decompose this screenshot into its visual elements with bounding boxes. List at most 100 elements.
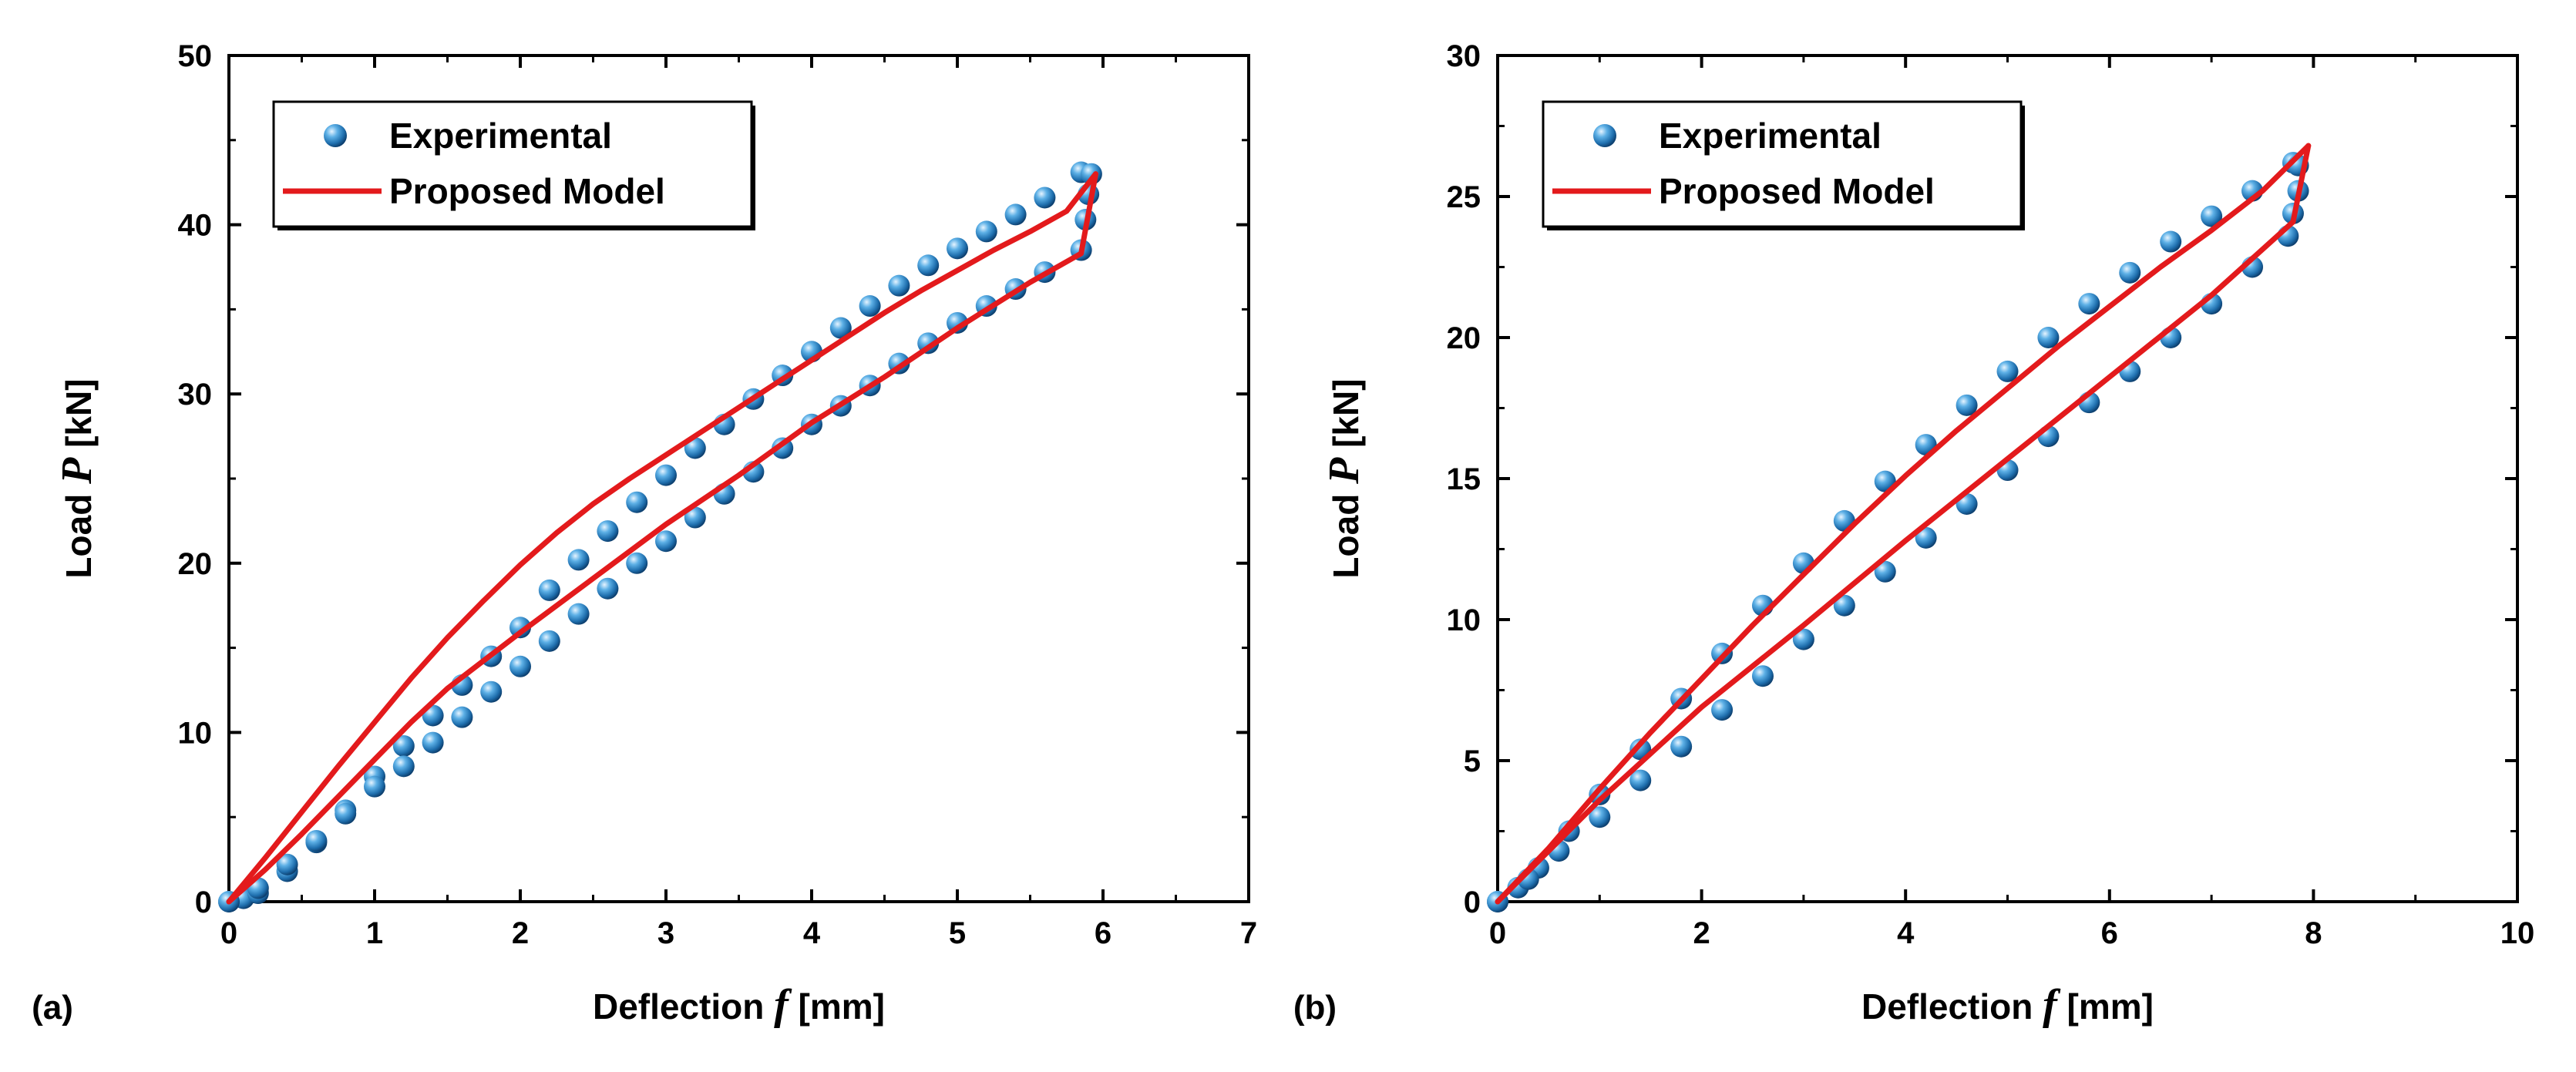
experimental-point-unloading	[509, 655, 531, 677]
experimental-point-loading	[1589, 783, 1611, 805]
legend-marker-experimental	[324, 124, 347, 147]
experimental-point-loading	[947, 237, 968, 260]
y-axis-label: Load P [kN]	[1320, 378, 1368, 578]
legend: Experimental Proposed Model	[272, 100, 755, 230]
experimental-point-unloading	[1833, 594, 1855, 617]
y-tick-label: 30	[178, 378, 213, 412]
legend-marker-experimental	[1593, 124, 1616, 147]
y-tick-label: 0	[195, 885, 212, 919]
experimental-point-unloading	[392, 755, 415, 778]
experimental-point-loading	[2160, 230, 2182, 253]
experimental-point-loading	[1004, 203, 1027, 226]
experimental-point-loading	[829, 317, 852, 339]
experimental-point-loading	[1034, 187, 1056, 209]
experimental-point-unloading	[451, 706, 473, 728]
y-axis-label-text: Load	[59, 484, 99, 579]
chart-panel-b: 0 2 4 6 8 10 0 5 10 15 20 25 30 Deflection f [mm] Load…	[1293, 39, 2534, 1029]
x-axis-label: Deflection f [mm]	[593, 981, 885, 1029]
experimental-point-unloading	[364, 775, 385, 798]
experimental-point-loading	[1996, 360, 2019, 382]
experimental-point-unloading	[1792, 628, 1814, 650]
experimental-point-unloading	[1711, 699, 1734, 721]
y-axis-unit: [kN]	[59, 378, 99, 457]
y-axis-variable: P	[53, 457, 101, 485]
legend-label-experimental: Experimental	[1659, 116, 1882, 156]
x-tick-label: 1	[366, 916, 383, 950]
y-tick-label: 40	[178, 209, 213, 243]
experimental-point-unloading	[305, 829, 328, 852]
x-tick-label: 0	[1489, 916, 1506, 950]
y-tick-label: 20	[1447, 321, 1481, 355]
x-tick-label: 5	[949, 916, 966, 950]
experimental-point-loading	[917, 254, 940, 277]
y-tick-label: 25	[1447, 180, 1481, 214]
chart-panel-a: 0 1 2 3 4 5 6 7 0 10 20 30 40 50 Deflection f [mm] Load…	[32, 39, 1257, 1029]
y-axis-label-text: Load	[1326, 484, 1366, 579]
x-tick-label: 6	[2101, 916, 2118, 950]
experimental-point-loading	[684, 437, 706, 459]
experimental-point-unloading	[335, 802, 357, 825]
experimental-point-loading	[2119, 261, 2141, 284]
y-axis-unit: [kN]	[1326, 378, 1366, 457]
series-group	[1487, 143, 2312, 912]
x-tick-label: 8	[2305, 916, 2322, 950]
y-axis-variable: P	[1320, 457, 1368, 485]
experimental-point-loading	[655, 464, 677, 486]
x-axis-unit: [mm]	[2057, 986, 2154, 1027]
y-tick-label: 10	[1447, 603, 1481, 637]
experimental-point-unloading	[422, 731, 444, 754]
y-tick-label: 10	[178, 716, 213, 750]
experimental-point-loading	[1956, 394, 1978, 416]
experimental-point-loading	[597, 520, 619, 543]
experimental-point-loading	[2078, 293, 2100, 315]
y-tick-label: 20	[178, 547, 213, 581]
x-tick-label: 0	[220, 916, 237, 950]
model-line-unloading	[226, 171, 1098, 905]
experimental-point-unloading	[655, 530, 677, 553]
panel-label: (b)	[1293, 989, 1337, 1027]
experimental-point-unloading	[567, 603, 590, 625]
experimental-point-unloading	[538, 630, 560, 652]
x-tick-label: 7	[1240, 916, 1257, 950]
legend-box	[272, 100, 753, 228]
x-axis-label-text: Deflection	[1861, 986, 2043, 1027]
x-tick-label: 4	[1897, 916, 1915, 950]
model-line-unloading	[1495, 143, 2312, 905]
experimental-point-unloading	[597, 577, 619, 600]
legend-label-model: Proposed Model	[389, 171, 665, 211]
legend-label-model: Proposed Model	[1659, 171, 1935, 211]
panel-label: (a)	[32, 989, 73, 1027]
experimental-point-unloading	[1915, 526, 1937, 549]
experimental-point-unloading	[626, 552, 648, 574]
x-axis-unit: [mm]	[789, 986, 885, 1027]
experimental-point-loading	[538, 579, 560, 601]
x-tick-label: 4	[803, 916, 821, 950]
y-tick-label: 5	[1464, 744, 1481, 778]
legend: Experimental Proposed Model	[1542, 100, 2025, 230]
x-tick-label: 2	[1693, 916, 1710, 950]
experimental-point-loading	[859, 295, 881, 318]
experimental-point-loading	[888, 274, 910, 297]
y-tick-label: 15	[1447, 462, 1481, 496]
series-group	[218, 161, 1102, 912]
y-tick-label: 0	[1464, 885, 1481, 919]
experimental-point-unloading	[276, 853, 298, 875]
y-tick-label: 30	[1447, 39, 1481, 73]
experimental-point-loading	[567, 549, 590, 571]
x-axis-label-text: Deflection	[593, 986, 774, 1027]
experimental-point-unloading	[684, 506, 706, 529]
y-tick-label: 50	[178, 39, 213, 73]
y-axis-label: Load P [kN]	[53, 378, 101, 578]
experimental-point-unloading	[947, 311, 968, 334]
x-tick-label: 10	[2500, 916, 2535, 950]
legend-label-experimental: Experimental	[389, 116, 612, 156]
experimental-point-loading	[509, 617, 531, 639]
experimental-point-loading	[2201, 205, 2223, 227]
x-tick-label: 6	[1095, 916, 1111, 950]
x-axis-label: Deflection f [mm]	[1861, 981, 2154, 1029]
experimental-point-loading	[975, 220, 997, 243]
experimental-point-loading	[626, 491, 648, 513]
model-line-loading	[1495, 143, 2312, 905]
experimental-point-loading	[392, 734, 415, 757]
